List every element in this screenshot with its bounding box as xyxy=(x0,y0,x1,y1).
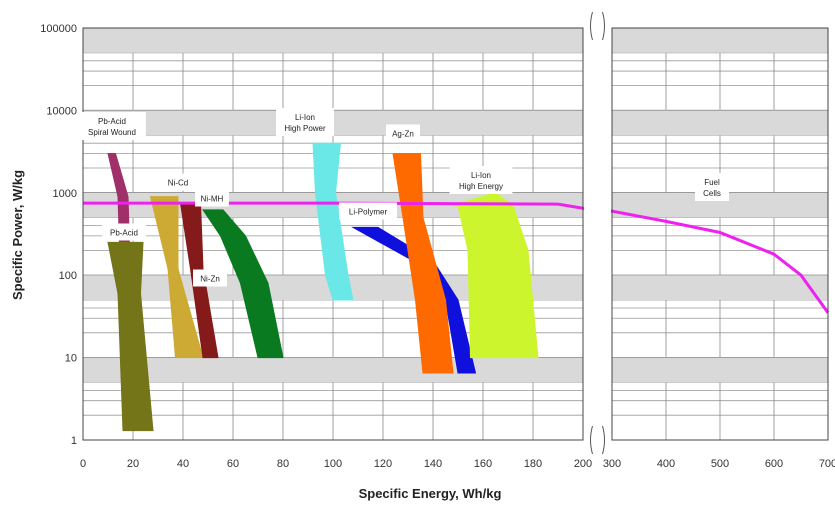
grid-band xyxy=(612,28,828,53)
region-label-box xyxy=(102,223,146,241)
x-tick-label: 180 xyxy=(524,458,542,470)
grid-band xyxy=(612,357,828,383)
region-label-box xyxy=(195,189,229,207)
region-label-pb-acid-spiral-wound: Spiral Wound xyxy=(88,128,136,137)
x-tick-label: 500 xyxy=(711,458,729,470)
region-label-fuel-cells: Fuel xyxy=(704,178,720,187)
x-tick-label: 300 xyxy=(603,458,621,470)
fuel-cell-curve xyxy=(83,201,830,314)
region-label-li-polymer: Li-Polymer xyxy=(349,208,388,217)
x-axis-title: Specific Energy, Wh/kg xyxy=(359,486,502,501)
y-tick-label: 1000 xyxy=(53,188,77,200)
axis-break-mark xyxy=(590,11,593,41)
x-tick-label: 20 xyxy=(127,458,139,470)
region-label-li-ion-high-energy: High Energy xyxy=(459,182,503,191)
region-label-fuel-cells: Cells xyxy=(703,189,721,198)
y-tick-label: 100 xyxy=(59,270,77,282)
region-label-li-ion-high-energy: Li-Ion xyxy=(471,171,491,180)
x-tick-label: 0 xyxy=(80,458,86,470)
plot-panel-border xyxy=(611,27,829,441)
grid-band xyxy=(612,110,828,136)
grid-band xyxy=(612,275,828,301)
x-tick-label: 120 xyxy=(374,458,392,470)
region-label-ni-mh: Ni-MH xyxy=(201,195,224,204)
y-tick-label: 10000 xyxy=(46,105,77,117)
region-ni-mh xyxy=(202,209,284,359)
region-label-box xyxy=(386,124,420,142)
region-label-ag-zn: Ag-Zn xyxy=(392,130,414,139)
axis-break-gap xyxy=(584,28,611,440)
x-tick-label: 100 xyxy=(324,458,342,470)
x-tick-label: 400 xyxy=(657,458,675,470)
axis-break-mark xyxy=(602,11,605,41)
tick-labels: 1 10 100 1000 10000 100000 0 20 40 60 80 100 120 140 1… xyxy=(40,23,835,470)
region-li-ion-high-energy xyxy=(450,192,539,359)
region-label-li-ion-high-power: High Power xyxy=(284,124,326,133)
region-label-pb-acid: Pb-Acid xyxy=(110,229,138,238)
y-tick-label: 1 xyxy=(71,435,77,447)
region-label-box xyxy=(449,166,513,194)
grid-band xyxy=(83,28,583,53)
region-label-box xyxy=(339,202,397,220)
line-fuel-cells xyxy=(83,201,830,314)
x-tick-label: 200 xyxy=(574,458,592,470)
region-label-box xyxy=(193,269,227,287)
region-label-box xyxy=(276,108,334,136)
x-tick-label: 700 xyxy=(819,458,835,470)
x-tick-label: 60 xyxy=(227,458,239,470)
technology-regions xyxy=(107,142,539,432)
axis-break-mark xyxy=(602,425,605,455)
region-labels: Pb-Acid Spiral Wound Pb-Acid Ni-Cd Ni-Zn Ni-M… xyxy=(78,108,729,287)
y-tick-label: 10 xyxy=(65,353,77,365)
region-label-li-ion-high-power: Li-Ion xyxy=(295,113,315,122)
y-axis-title: Specific Power, W/kg xyxy=(10,170,25,300)
region-label-box xyxy=(78,112,146,140)
plot-panel-border xyxy=(82,27,584,441)
x-tick-label: 40 xyxy=(177,458,189,470)
region-label-ni-cd: Ni-Cd xyxy=(168,179,188,188)
region-label-ni-zn: Ni-Zn xyxy=(200,275,220,284)
region-li-ion-high-power xyxy=(312,142,354,301)
x-tick-label: 160 xyxy=(474,458,492,470)
x-tick-label: 600 xyxy=(765,458,783,470)
grid-band xyxy=(83,357,583,383)
region-ag-zn xyxy=(392,153,454,374)
region-pb-acid xyxy=(107,241,154,432)
axis-break-mark xyxy=(590,425,593,455)
y-tick-label: 100000 xyxy=(40,23,77,35)
plot-frame xyxy=(82,11,829,455)
region-label-box xyxy=(695,173,729,201)
x-tick-label: 80 xyxy=(277,458,289,470)
region-label-box xyxy=(161,173,195,191)
region-label-pb-acid-spiral-wound: Pb-Acid xyxy=(98,117,126,126)
x-tick-label: 140 xyxy=(424,458,442,470)
